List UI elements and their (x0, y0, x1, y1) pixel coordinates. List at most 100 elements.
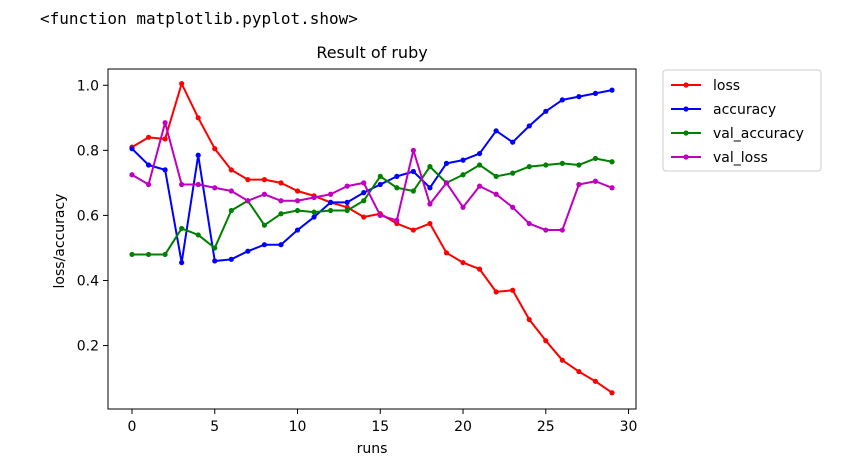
x-tick-label: 30 (620, 419, 638, 435)
data-point (212, 185, 218, 191)
data-point (427, 220, 433, 227)
y-axis-label: loss/accuracy (52, 194, 68, 289)
data-point (195, 115, 201, 121)
data-point (195, 152, 201, 158)
legend-label: val_accuracy (713, 126, 804, 142)
data-point (443, 160, 450, 166)
data-point (361, 180, 367, 186)
data-point (410, 188, 416, 194)
data-point (162, 120, 168, 126)
data-point (129, 146, 135, 152)
legend-swatch-marker (683, 82, 689, 88)
y-tick-label: 0.4 (77, 273, 99, 289)
data-point (493, 128, 499, 134)
data-point (576, 162, 582, 168)
data-point (460, 157, 466, 163)
plot-area (129, 81, 615, 396)
data-point (129, 172, 135, 178)
data-point (559, 97, 565, 103)
data-point (361, 190, 367, 196)
data-point (328, 191, 334, 197)
x-tick-label: 10 (289, 419, 307, 435)
data-point (609, 185, 615, 191)
data-point (245, 198, 251, 204)
data-point (344, 207, 350, 214)
data-point (245, 248, 251, 254)
data-point (162, 167, 168, 173)
legend-label: loss (713, 78, 740, 94)
data-point (294, 188, 301, 194)
x-tick-label: 5 (210, 419, 219, 435)
data-point (526, 316, 532, 323)
data-point (410, 168, 416, 175)
data-point (427, 164, 433, 170)
data-point (510, 170, 516, 176)
data-point (228, 167, 234, 173)
data-point (278, 180, 284, 186)
data-point (460, 172, 466, 178)
legend-box (662, 69, 822, 172)
data-point (261, 177, 268, 183)
data-point (311, 209, 317, 215)
data-point (476, 150, 483, 157)
data-point (592, 90, 599, 96)
data-point (344, 199, 350, 205)
data-point (294, 198, 301, 204)
data-point (427, 201, 433, 207)
chart-title: Result of ruby (316, 43, 427, 62)
data-point (162, 251, 168, 258)
data-point (394, 217, 400, 223)
data-point (543, 338, 549, 344)
data-point (344, 183, 350, 189)
data-point (443, 250, 450, 256)
data-point (261, 222, 268, 228)
data-point (195, 232, 201, 238)
data-point (195, 181, 201, 188)
x-axis-label: runs (357, 441, 388, 457)
series-line-accuracy (131, 89, 613, 264)
data-point (609, 390, 615, 396)
legend-swatch-marker (683, 106, 689, 112)
data-point (179, 81, 185, 87)
data-point (526, 123, 532, 129)
data-point (576, 94, 582, 100)
data-point (179, 225, 185, 232)
data-point (212, 245, 218, 251)
data-point (543, 108, 549, 114)
data-point (361, 198, 367, 204)
data-point (394, 173, 400, 179)
legend: loss accuracy val_accuracy val_loss (662, 69, 822, 172)
data-point (129, 251, 135, 258)
data-point (261, 191, 268, 197)
data-point (228, 188, 234, 194)
data-point (526, 220, 532, 227)
legend-label: accuracy (713, 102, 776, 118)
data-point (609, 87, 615, 93)
data-point (278, 211, 284, 217)
data-point (543, 227, 549, 233)
data-point (460, 204, 466, 210)
data-point (212, 146, 218, 152)
data-point (278, 242, 284, 248)
data-point (145, 162, 152, 168)
data-point (510, 287, 516, 293)
data-point (145, 251, 152, 258)
data-point (212, 258, 218, 264)
data-point (592, 178, 599, 184)
y-tick-label: 0.2 (77, 339, 99, 355)
data-point (294, 207, 301, 214)
data-point (493, 289, 499, 295)
x-tick-label: 15 (371, 419, 389, 435)
data-point (576, 368, 582, 375)
data-point (427, 185, 433, 191)
legend-label: val_loss (713, 150, 768, 166)
data-point (145, 181, 152, 188)
data-point (245, 177, 251, 183)
data-point (377, 212, 383, 219)
data-point (592, 155, 599, 162)
data-point (377, 181, 383, 188)
data-point (179, 259, 185, 266)
data-point (228, 256, 234, 262)
data-point (443, 180, 450, 186)
